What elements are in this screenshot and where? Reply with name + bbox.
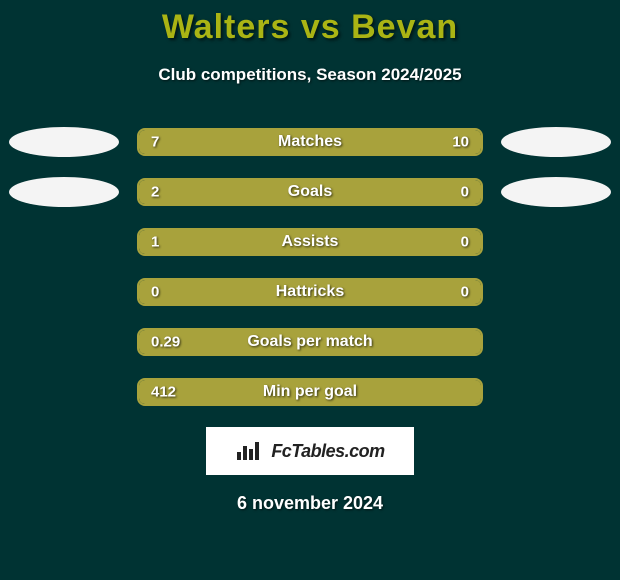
spacer [9,327,119,357]
stat-right-value: 10 [452,134,469,151]
bar-right-fill [406,180,481,204]
stat-row: 0.29Goals per match [0,327,620,357]
stat-bar: 10Assists [137,228,483,256]
date-label: 6 november 2024 [0,493,620,514]
logo-text: FcTables.com [271,441,384,462]
bar-left-fill [139,280,310,304]
stat-bar: 20Goals [137,178,483,206]
bar-right-fill [279,130,481,154]
stat-bar: 412Min per goal [137,378,483,406]
spacer [9,377,119,407]
bar-left-fill [139,330,481,354]
stat-left-value: 7 [151,134,159,151]
stat-row: 00Hattricks [0,277,620,307]
bar-left-fill [139,380,481,404]
stat-left-value: 1 [151,234,159,251]
spacer [501,277,611,307]
bar-right-fill [310,280,481,304]
stat-left-value: 412 [151,384,176,401]
stat-left-value: 0 [151,284,159,301]
stats-area: 710Matches20Goals10Assists00Hattricks0.2… [0,127,620,407]
bar-left-fill [139,230,406,254]
spacer [501,377,611,407]
spacer [501,227,611,257]
stat-left-value: 2 [151,184,159,201]
stat-right-value: 0 [461,234,469,251]
subtitle: Club competitions, Season 2024/2025 [0,65,620,85]
bar-left-fill [139,180,406,204]
stat-left-value: 0.29 [151,334,180,351]
stat-row: 710Matches [0,127,620,157]
page-title: Walters vs Bevan [0,8,620,47]
spacer [9,227,119,257]
spacer [501,327,611,357]
stat-bar: 710Matches [137,128,483,156]
bar-right-fill [406,230,481,254]
stat-row: 10Assists [0,227,620,257]
comparison-card: Walters vs Bevan Club competitions, Seas… [0,0,620,514]
stat-right-value: 0 [461,284,469,301]
stat-bar: 00Hattricks [137,278,483,306]
player-left-oval [9,177,119,207]
stat-right-value: 0 [461,184,469,201]
player-right-oval [501,177,611,207]
bars-icon [235,440,263,462]
spacer [9,277,119,307]
player-right-oval [501,127,611,157]
logo-badge: FcTables.com [206,427,414,475]
stat-row: 20Goals [0,177,620,207]
stat-bar: 0.29Goals per match [137,328,483,356]
stat-row: 412Min per goal [0,377,620,407]
player-left-oval [9,127,119,157]
bar-left-fill [139,130,279,154]
